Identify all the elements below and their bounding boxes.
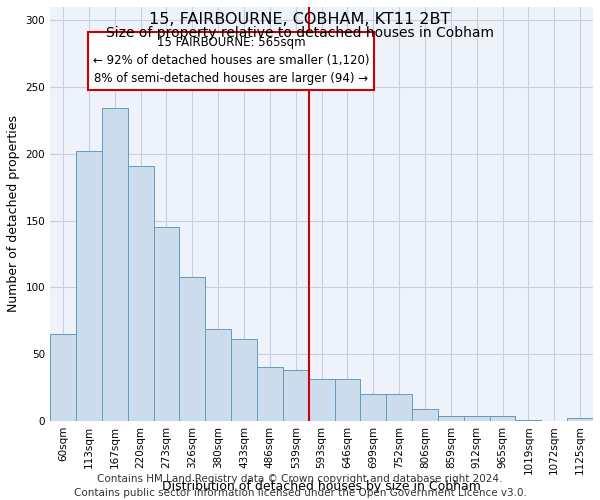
Bar [515,420,541,421]
Bar [179,276,205,421]
Bar [257,368,283,421]
Text: Contains HM Land Registry data © Crown copyright and database right 2024.
Contai: Contains HM Land Registry data © Crown c… [74,474,526,498]
Text: 15 FAIRBOURNE: 565sqm
← 92% of detached houses are smaller (1,120)
8% of semi-de: 15 FAIRBOURNE: 565sqm ← 92% of detached … [93,36,370,86]
Y-axis label: Number of detached properties: Number of detached properties [7,116,20,312]
Bar [438,416,464,421]
Text: 15, FAIRBOURNE, COBHAM, KT11 2BT: 15, FAIRBOURNE, COBHAM, KT11 2BT [149,12,451,28]
Text: Size of property relative to detached houses in Cobham: Size of property relative to detached ho… [106,26,494,40]
Bar [567,418,593,421]
Bar [154,228,179,421]
Bar [464,416,490,421]
Bar [283,370,308,421]
Bar [361,394,386,421]
Bar [128,166,154,421]
Bar [205,329,231,421]
Bar [308,380,335,421]
X-axis label: Distribution of detached houses by size in Cobham: Distribution of detached houses by size … [162,480,481,493]
Bar [335,380,361,421]
Bar [386,394,412,421]
Bar [412,409,438,421]
Bar [231,340,257,421]
Bar [50,334,76,421]
Bar [102,108,128,421]
Bar [490,416,515,421]
Bar [76,151,102,421]
